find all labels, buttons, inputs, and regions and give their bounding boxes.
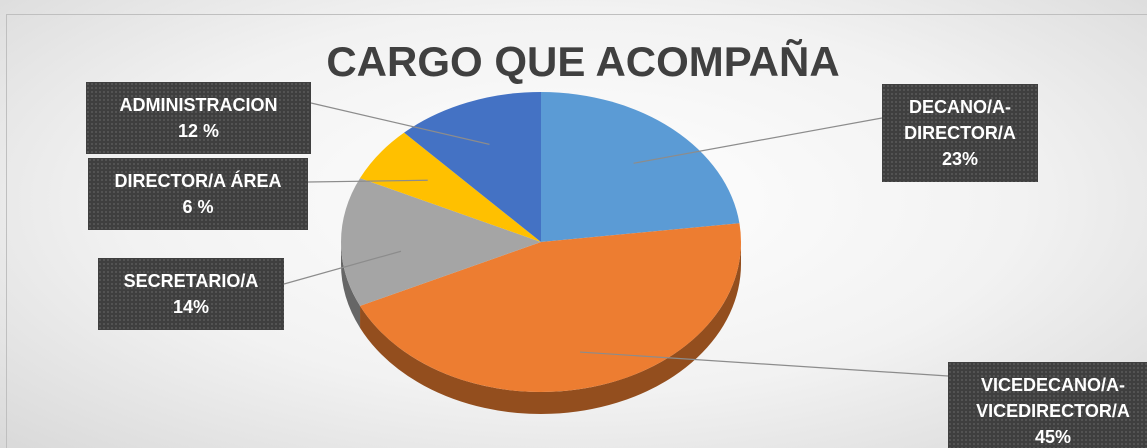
data-label-category: ADMINISTRACION [119,95,278,115]
chart-frame [6,14,1147,448]
data-label: ADMINISTRACION 12 % [86,82,311,154]
leader-line [310,102,490,145]
slice-side [341,242,361,328]
data-label: DIRECTOR/A ÁREA 6 % [88,158,308,230]
leader-line [633,117,883,164]
slice [404,92,541,242]
leader-line [580,351,949,377]
slice [360,132,541,242]
data-label-category: DIRECTOR/A ÁREA [114,171,282,191]
data-label-value: 23% [941,149,979,169]
data-label-category: SECRETARIO/A [123,271,259,291]
slice [341,178,541,306]
data-label-value: 45% [1034,427,1072,447]
slice [541,92,740,242]
data-label-category: DECANO/A-DIRECTOR/A [904,97,1016,143]
data-label-value: 14% [172,297,210,317]
leader-line [283,250,402,285]
chart-title: CARGO QUE ACOMPAÑA [326,38,840,85]
data-label: VICEDECANO/A-VICEDIRECTOR/A 45% [948,362,1147,448]
data-label: SECRETARIO/A 14% [98,258,284,330]
slice [360,223,741,392]
data-label-value: 12 % [177,121,220,141]
data-label: DECANO/A-DIRECTOR/A 23% [882,84,1038,182]
leader-line [307,179,428,183]
data-label-value: 6 % [182,197,214,217]
data-label-category: VICEDECANO/A-VICEDIRECTOR/A [976,375,1130,421]
slice-side [360,242,741,414]
